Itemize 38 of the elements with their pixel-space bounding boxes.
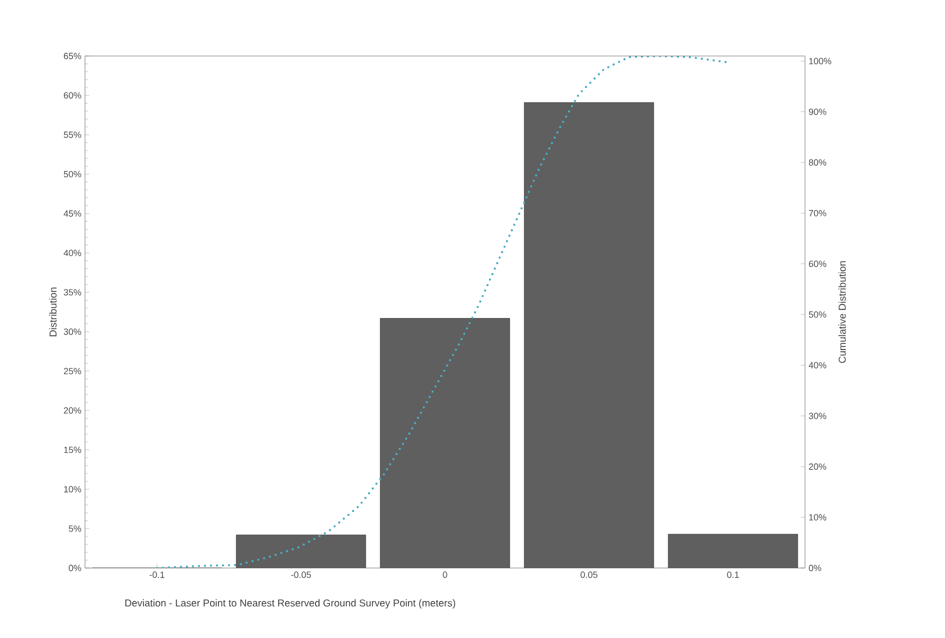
bar [380,318,510,568]
x-axis-title: Deviation - Laser Point to Nearest Reserved Ground Survey Point (meters) [125,599,456,608]
bar [668,534,798,568]
y2-tick-label: 10% [809,514,826,520]
y2-tick-label: 100% [809,58,832,64]
y2-tick-label: 40% [808,362,826,368]
bar [524,102,654,568]
y-tick-label: 0% [68,564,82,572]
y2-axis-title: Cumulative Distribution [838,261,846,363]
line-series [156,56,728,568]
y-tick-label: 15% [64,446,82,454]
x-tick-label: -0.1 [150,572,164,578]
y2-tick-label: 30% [808,412,826,420]
x-tick-label: 0 [442,572,448,578]
y-tick-label: 50% [64,170,82,178]
y-tick-label: 45% [64,210,82,217]
x-tick-label: -0.05 [291,572,311,578]
y2-tick-label: 0% [808,564,822,572]
y-axis-title: Distribution [49,288,57,336]
y2-tick-label: 70% [808,210,826,216]
y2-tick-label: 90% [808,108,826,115]
y-tick-label: 25% [64,368,82,374]
y-tick-label: 55% [64,132,82,138]
y-tick-label: 5% [68,525,82,532]
y-tick-label: 65% [64,52,82,60]
bar [236,534,366,568]
y-tick-label: 60% [64,92,82,99]
y2-tick-label: 60% [808,260,826,268]
y-tick-label: 10% [64,486,82,492]
y2-tick-label: 80% [808,159,826,166]
y2-tick-label: 50% [808,311,826,318]
y-tick-label: 35% [64,289,82,296]
y-tick-label: 20% [64,407,82,414]
y2-tick-label: 20% [808,463,826,470]
y-tick-label: 40% [64,250,82,256]
x-tick-label: 0.1 [727,572,739,578]
x-tick-label: 0.05 [580,572,598,578]
y-tick-label: 30% [64,328,82,335]
